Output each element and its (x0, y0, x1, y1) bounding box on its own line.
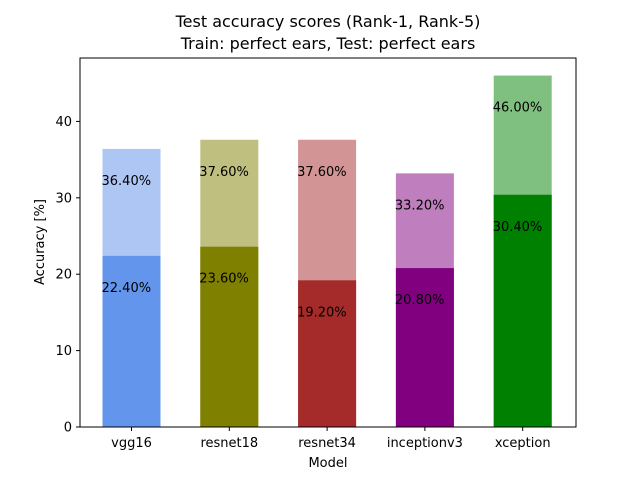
x-tick-label-resnet18: resnet18 (200, 436, 258, 451)
x-axis: vgg16 resnet18 resnet34 inceptionv3 xception (111, 427, 551, 451)
chart-subtitle: Train: perfect ears, Test: perfect ears (180, 34, 476, 53)
rank-1-bar-resnet34 (298, 280, 357, 427)
x-tick-label-resnet34: resnet34 (298, 436, 356, 451)
rank-1-bar-resnet18 (200, 246, 259, 427)
x-axis-label: Model (308, 456, 347, 471)
rank-1-bar-value-label: 30.40% (493, 220, 543, 235)
rank-1-bar-value-label: 19.20% (297, 305, 347, 320)
y-tick-label: 30 (55, 191, 72, 206)
rank-1-bar-vgg16 (102, 255, 161, 427)
y-tick-label: 10 (55, 344, 72, 359)
y-tick-label: 20 (55, 268, 72, 283)
x-tick-label-xception: xception (495, 436, 551, 451)
y-tick-label: 40 (55, 115, 72, 130)
value-labels: 36.40% 37.60% 37.60% 33.20% 46.00% 22.40% 23.6… (102, 101, 543, 321)
plot-frame (79, 57, 577, 428)
rank-5-bar-value-label: 37.60% (297, 165, 347, 180)
rank-5-bar-value-label: 46.00% (493, 101, 543, 116)
rank-5-bar-value-label: 37.60% (199, 165, 249, 180)
rank-5-bar-value-label: 36.40% (102, 174, 152, 189)
rank-5-bar-value-label: 33.20% (395, 198, 445, 213)
chart-title: Test accuracy scores (Rank-1, Rank-5) (175, 12, 481, 31)
y-axis-label: Accuracy [%] (33, 199, 48, 285)
y-tick-label: 0 (64, 421, 72, 436)
rank-1-bar-xception (493, 194, 552, 427)
y-axis: 0 10 20 30 40 (55, 115, 80, 436)
rank-1-bar-value-label: 23.60% (199, 272, 249, 287)
rank-1-bar-value-label: 22.40% (102, 281, 152, 296)
rank-1-bar-inceptionv3 (395, 268, 454, 427)
rank-1-bar-value-label: 20.80% (395, 293, 445, 308)
x-tick-label-inceptionv3: inceptionv3 (387, 436, 463, 451)
x-tick-label-vgg16: vgg16 (111, 436, 152, 451)
rank-1-bars (102, 194, 552, 427)
